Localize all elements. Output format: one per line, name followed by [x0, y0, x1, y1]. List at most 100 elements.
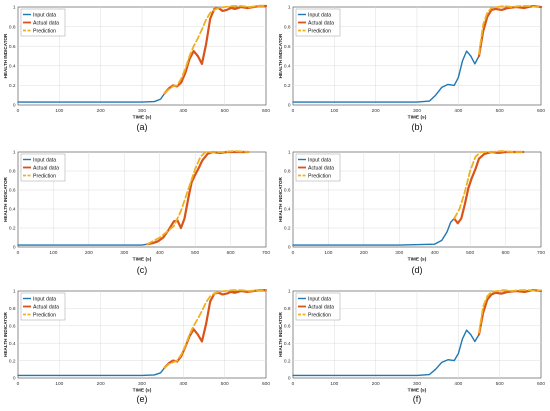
y-tick-label: 0.8 — [284, 169, 291, 175]
x-tick-label: 400 — [156, 250, 164, 256]
series-line-actual-data — [477, 4, 543, 58]
x-tick-label: 0 — [17, 250, 20, 256]
legend-label: Prediction — [33, 173, 56, 179]
y-tick-label: 0 — [288, 376, 291, 382]
x-tick-label: 400 — [454, 108, 462, 114]
legend-label: Actual data — [33, 20, 59, 26]
chart-panel-4: 0 100 200 300 400 500 600 700 0 0.2 0.4 0.6 0.8 1 TIME… — [278, 150, 545, 275]
series-line-input-data — [17, 92, 166, 103]
x-tick-label: 600 — [262, 108, 270, 114]
chart-panel-1: 0 100 200 300 400 500 600 0 0.2 0.4 0.6 0.8 1 TIME (s… — [3, 5, 270, 132]
x-tick-label: 500 — [221, 108, 229, 114]
x-tick-label: 300 — [138, 381, 146, 387]
y-tick-label: 0.6 — [9, 44, 16, 50]
y-tick-label: 0.6 — [9, 324, 16, 330]
x-tick-label: 600 — [262, 381, 270, 387]
series-line-prediction — [163, 5, 267, 95]
y-tick-label: 0.8 — [9, 306, 16, 312]
chart-panel-3: 0 100 200 300 400 500 600 700 0 0.2 0.4 0.6 0.8 1 TIME… — [3, 150, 270, 275]
y-tick-label: 0.4 — [284, 64, 291, 70]
legend-label: Prediction — [33, 312, 56, 318]
series-line-prediction — [146, 150, 250, 246]
panel-caption: (f) — [413, 394, 422, 404]
x-tick-label: 100 — [330, 381, 338, 387]
y-tick-label: 0.8 — [9, 169, 16, 175]
series-line-actual-data — [163, 4, 268, 95]
series-line-prediction — [478, 5, 542, 55]
x-tick-label: 300 — [138, 108, 146, 114]
legend-label: Prediction — [308, 312, 331, 318]
y-tick-label: 0 — [13, 245, 16, 251]
x-tick-label: 500 — [496, 381, 504, 387]
legend-label: Prediction — [308, 173, 331, 179]
x-tick-label: 700 — [262, 250, 270, 256]
y-tick-label: 0.4 — [284, 207, 291, 213]
x-tick-label: 500 — [221, 381, 229, 387]
x-tick-label: 500 — [496, 108, 504, 114]
series-line-actual-data — [453, 150, 525, 225]
y-tick-label: 0.8 — [9, 24, 16, 30]
x-tick-label: 400 — [454, 381, 462, 387]
y-tick-label: 0.4 — [9, 64, 16, 70]
y-tick-label: 0 — [13, 376, 16, 382]
y-axis-label: HEALTH INDICATOR — [278, 33, 283, 78]
y-tick-label: 1 — [13, 289, 16, 295]
panel-caption: (c) — [137, 265, 148, 275]
panel-caption: (d) — [412, 265, 423, 275]
x-tick-label: 100 — [55, 381, 63, 387]
y-tick-label: 0.2 — [284, 83, 291, 89]
legend-label: Actual data — [308, 165, 334, 171]
y-axis-label: HEALTH INDICATOR — [3, 176, 8, 221]
legend-label: Prediction — [33, 28, 56, 34]
x-axis-label: TIME (s) — [408, 257, 427, 263]
chart-panel-6: 0 100 200 300 400 500 600 0 0.2 0.4 0.6 0.8 1 TIME (s… — [278, 289, 545, 404]
y-tick-label: 0.2 — [9, 226, 16, 232]
y-tick-label: 0.2 — [284, 226, 291, 232]
x-tick-label: 400 — [431, 250, 439, 256]
x-tick-label: 300 — [413, 108, 421, 114]
y-tick-label: 0.4 — [284, 341, 291, 347]
legend-label: Input data — [308, 296, 331, 302]
y-tick-label: 0.2 — [9, 83, 16, 89]
legend-label: Prediction — [308, 28, 331, 34]
x-tick-label: 0 — [292, 108, 295, 114]
x-tick-label: 100 — [55, 108, 63, 114]
x-axis-label: TIME (s) — [133, 257, 152, 263]
series-line-prediction — [453, 150, 525, 220]
x-tick-label: 200 — [372, 381, 380, 387]
series-line-input-data — [292, 50, 480, 103]
series-line-input-data — [17, 243, 149, 246]
series-line-prediction — [163, 289, 267, 369]
panel-caption: (b) — [412, 122, 423, 132]
y-tick-label: 0.8 — [284, 24, 291, 30]
y-tick-label: 0.4 — [9, 341, 16, 347]
x-tick-label: 0 — [17, 108, 20, 114]
legend-label: Actual data — [33, 304, 59, 310]
legend-label: Actual data — [308, 20, 334, 26]
y-tick-label: 0.6 — [284, 324, 291, 330]
y-axis-label: HEALTH INDICATOR — [3, 33, 8, 78]
panel-caption: (a) — [137, 122, 148, 132]
series-line-input-data — [292, 329, 480, 377]
x-tick-label: 300 — [413, 381, 421, 387]
legend-label: Input data — [308, 157, 331, 163]
series-line-input-data — [17, 366, 166, 377]
x-tick-label: 100 — [49, 250, 57, 256]
x-axis-label: TIME (s) — [408, 388, 427, 394]
x-axis-label: TIME (s) — [133, 388, 152, 394]
legend-label: Input data — [33, 157, 56, 163]
y-tick-label: 0.6 — [284, 188, 291, 194]
x-tick-label: 300 — [395, 250, 403, 256]
x-tick-label: 100 — [330, 108, 338, 114]
x-tick-label: 0 — [17, 381, 20, 387]
y-tick-label: 1 — [13, 5, 16, 11]
y-tick-label: 0.4 — [9, 207, 16, 213]
y-tick-label: 0 — [13, 103, 16, 109]
x-tick-label: 200 — [372, 108, 380, 114]
chart-panel-5: 0 100 200 300 400 500 600 0 0.2 0.4 0.6 0.8 1 TIME (s… — [3, 289, 270, 404]
series-line-prediction — [478, 289, 542, 334]
x-tick-label: 0 — [292, 250, 295, 256]
y-tick-label: 0.6 — [284, 44, 291, 50]
x-tick-label: 600 — [227, 250, 235, 256]
chart-panel-2: 0 100 200 300 400 500 600 0 0.2 0.4 0.6 0.8 1 TIME (s… — [278, 5, 545, 132]
